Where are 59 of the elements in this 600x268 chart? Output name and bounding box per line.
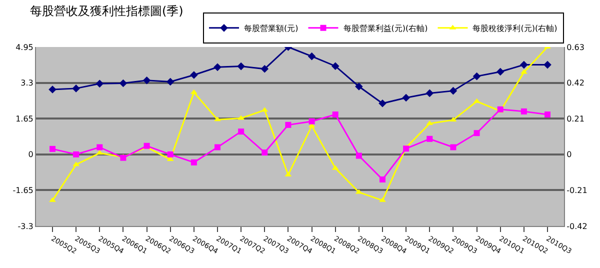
- point: [214, 116, 221, 122]
- point: [214, 63, 222, 72]
- y2-tick-label: 0.21: [566, 114, 584, 124]
- y2-tick-label: 0.42: [566, 78, 584, 88]
- point: [449, 86, 458, 95]
- point: [450, 144, 456, 150]
- point: [403, 146, 410, 152]
- point: [190, 159, 197, 166]
- y-tick-label: 0: [28, 150, 34, 160]
- legend-label: 每股營業額(元): [244, 24, 298, 34]
- point: [356, 152, 362, 159]
- y2-tick-label: 0: [566, 150, 572, 160]
- point: [520, 60, 528, 69]
- point: [544, 60, 552, 69]
- y2-tick-label: -0.21: [566, 186, 588, 195]
- point: [285, 122, 292, 128]
- y-tick-label: 3.3: [20, 78, 34, 88]
- point: [96, 80, 104, 88]
- point: [96, 144, 103, 150]
- legend-label: 每股營業利益(元)(右軸): [343, 24, 428, 34]
- point: [238, 128, 244, 135]
- point: [190, 71, 198, 79]
- point: [520, 108, 527, 114]
- point: [48, 86, 56, 94]
- y2-tick-label: 0.63: [566, 42, 584, 52]
- legend-label: 每股稅後淨利(元)(右軸): [472, 24, 558, 34]
- point: [237, 62, 245, 70]
- point: [426, 136, 433, 142]
- point: [73, 151, 80, 158]
- y-tick-label: -1.65: [12, 186, 34, 195]
- point: [166, 78, 174, 86]
- point: [379, 197, 386, 202]
- point: [262, 150, 268, 156]
- point: [49, 197, 56, 202]
- point: [142, 76, 151, 84]
- y2-tick-label: -0.42: [566, 222, 588, 231]
- point: [50, 146, 56, 152]
- point: [474, 130, 480, 136]
- point: [355, 82, 363, 90]
- point: [72, 84, 80, 92]
- point: [308, 118, 315, 124]
- point: [167, 151, 174, 158]
- point: [308, 52, 316, 60]
- y-tick-label: -3.3: [18, 222, 34, 231]
- point: [544, 112, 550, 118]
- y-tick-label: 1.65: [16, 114, 34, 124]
- point: [426, 89, 434, 98]
- point: [119, 79, 128, 88]
- point: [260, 65, 269, 73]
- y-tick-label: 4.95: [16, 42, 34, 52]
- point: [332, 112, 338, 118]
- point: [380, 176, 386, 182]
- point: [472, 72, 481, 80]
- chart-title: 每股營收及獲利性指標圖(季): [30, 4, 184, 18]
- point: [331, 62, 340, 70]
- point: [402, 94, 410, 102]
- point: [496, 68, 504, 76]
- point: [378, 100, 386, 108]
- point: [214, 144, 220, 150]
